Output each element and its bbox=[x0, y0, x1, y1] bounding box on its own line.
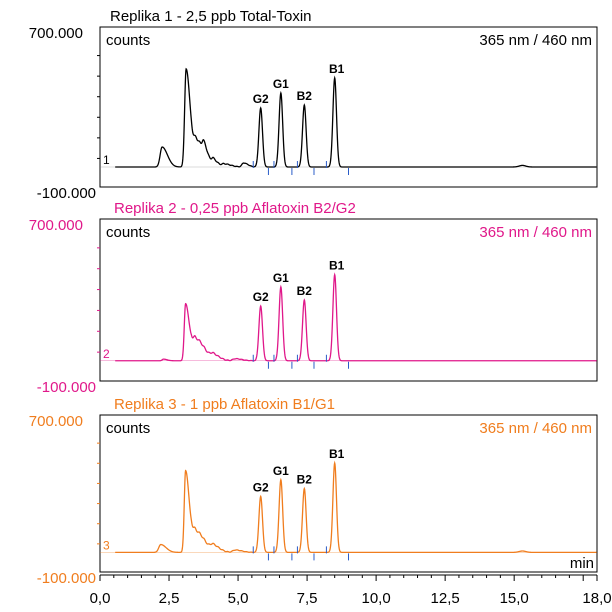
y-max-label-1: 700.000 bbox=[29, 25, 83, 42]
x-tick-label: 15,0 bbox=[500, 590, 529, 607]
wavelength-label-1: 365 nm / 460 nm bbox=[479, 32, 592, 49]
x-unit-label: min bbox=[570, 555, 594, 572]
y-max-label-3: 700.000 bbox=[29, 413, 83, 430]
peak-label-g1: G1 bbox=[273, 464, 289, 478]
y-unit-label-1: counts bbox=[106, 32, 150, 49]
trace-number-1: 1 bbox=[103, 153, 110, 167]
peak-label-b2: B2 bbox=[297, 89, 313, 103]
y-min-label-3: -100.000 bbox=[37, 570, 96, 587]
y-min-label-1: -100.000 bbox=[37, 185, 96, 202]
trace-line-2 bbox=[115, 272, 597, 362]
peak-label-b1: B1 bbox=[329, 447, 345, 461]
x-tick-label: 0,0 bbox=[90, 590, 111, 607]
x-tick-label: 2,5 bbox=[159, 590, 180, 607]
y-max-label-2: 700.000 bbox=[29, 217, 83, 234]
x-tick-label: 12,5 bbox=[431, 590, 460, 607]
x-tick-label: 10,0 bbox=[362, 590, 391, 607]
x-tick-label: 5,0 bbox=[228, 590, 249, 607]
trace-line-1 bbox=[115, 67, 597, 168]
wavelength-label-3: 365 nm / 460 nm bbox=[479, 420, 592, 437]
peak-label-b2: B2 bbox=[297, 284, 313, 298]
panel-title-1: Replika 1 - 2,5 ppb Total-Toxin bbox=[110, 8, 312, 25]
peak-label-b1: B1 bbox=[329, 259, 345, 273]
peak-label-g2: G2 bbox=[253, 480, 269, 494]
x-tick-label: 7,5 bbox=[297, 590, 318, 607]
wavelength-label-2: 365 nm / 460 nm bbox=[479, 224, 592, 241]
plot-frame-1 bbox=[99, 26, 598, 188]
peak-label-b1: B1 bbox=[329, 62, 345, 76]
y-unit-label-2: counts bbox=[106, 224, 150, 241]
peak-label-g1: G1 bbox=[273, 77, 289, 91]
y-min-label-2: -100.000 bbox=[37, 379, 96, 396]
y-unit-label-3: counts bbox=[106, 420, 150, 437]
trace-number-2: 2 bbox=[103, 347, 110, 361]
trace-line-3 bbox=[115, 460, 597, 554]
plot-frame-3 bbox=[99, 414, 598, 573]
peak-label-g1: G1 bbox=[273, 271, 289, 285]
peak-label-b2: B2 bbox=[297, 473, 313, 487]
panel-title-3: Replika 3 - 1 ppb Aflatoxin B1/G1 bbox=[114, 396, 335, 413]
peak-label-g2: G2 bbox=[253, 290, 269, 304]
plot-frame-2 bbox=[99, 218, 598, 382]
x-tick-label: 18,0 bbox=[582, 590, 611, 607]
peak-label-g2: G2 bbox=[253, 92, 269, 106]
trace-number-3: 3 bbox=[103, 538, 110, 552]
panel-title-2: Replika 2 - 0,25 ppb Aflatoxin B2/G2 bbox=[114, 200, 356, 217]
